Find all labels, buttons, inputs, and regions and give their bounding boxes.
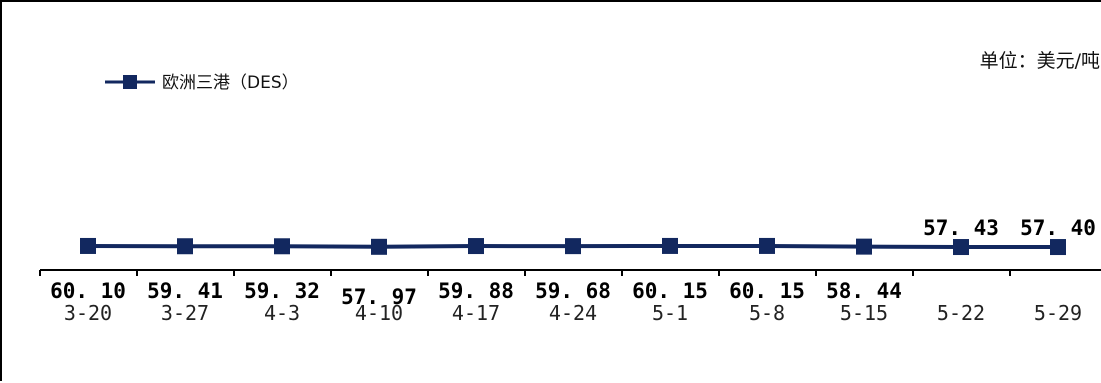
data-point-marker	[856, 238, 872, 255]
x-tick-labels: 3-20 3-27 4-3 4-10 4-17 4-24 5-1 5-8 5-15 5-22 5-2…	[64, 301, 1082, 325]
data-label: 60. 10	[50, 279, 126, 303]
data-label: 57. 43	[923, 216, 999, 240]
data-point-marker	[662, 237, 678, 254]
data-point-marker	[953, 239, 969, 256]
x-tick-label: 5-1	[652, 301, 688, 325]
data-point-marker	[468, 238, 484, 255]
x-tick-label: 4-17	[452, 301, 500, 325]
series-layer	[80, 237, 1066, 256]
data-point-marker	[565, 238, 581, 255]
data-point-marker	[759, 237, 775, 254]
data-point-marker	[80, 237, 96, 254]
x-tick-label: 3-20	[64, 301, 112, 325]
legend-series-marker	[123, 75, 137, 89]
data-label: 59. 68	[535, 279, 611, 303]
x-axis	[39, 269, 1101, 276]
x-tick-label: 4-3	[264, 301, 300, 325]
data-label: 59. 32	[244, 279, 320, 303]
data-point-marker	[1050, 239, 1066, 256]
x-tick-label: 5-29	[1034, 301, 1082, 325]
x-tick-label: 5-15	[840, 301, 888, 325]
data-label: 58. 44	[826, 279, 902, 303]
data-label: 57. 40	[1020, 216, 1096, 240]
x-tick-label: 4-24	[549, 301, 597, 325]
data-point-marker	[371, 238, 387, 255]
x-tick-label: 5-22	[937, 301, 985, 325]
x-tick-label: 4-10	[355, 301, 403, 325]
data-label: 59. 88	[438, 279, 514, 303]
data-label: 59. 41	[147, 279, 223, 303]
unit-label: 单位：美元/吨	[980, 50, 1100, 72]
chart-legend: 欧洲三港（DES）	[105, 73, 299, 93]
data-point-marker	[177, 238, 193, 255]
x-tick-label: 3-27	[161, 301, 209, 325]
x-tick-label: 5-8	[749, 301, 785, 325]
data-label: 60. 15	[632, 279, 708, 303]
value-labels: 60. 10 59. 41 59. 32 57. 97 59. 88 59. 68 60. …	[50, 216, 1096, 309]
legend-series-label: 欧洲三港（DES）	[162, 73, 299, 93]
data-label: 60. 15	[729, 279, 805, 303]
data-point-marker	[274, 238, 290, 255]
data-label: 57. 97	[341, 285, 417, 309]
